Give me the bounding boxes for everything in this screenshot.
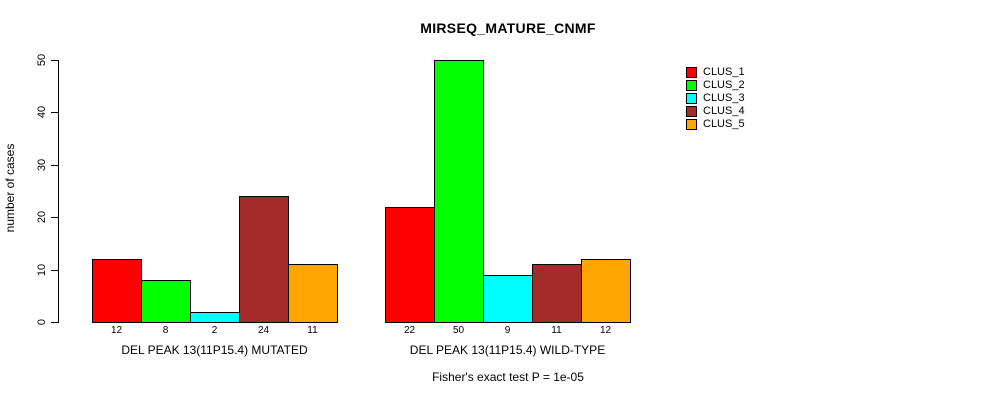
- bar-value-label: 8: [162, 325, 169, 336]
- bar-clus_3-group2: [483, 274, 533, 323]
- y-tick-label: 40: [36, 106, 48, 119]
- bar-clus_5-group1: [288, 264, 338, 323]
- y-tick-label: 20: [36, 211, 48, 224]
- bar-value-label: 12: [599, 325, 612, 336]
- y-tick-label: 0: [36, 318, 48, 326]
- legend-swatch-clus_1: [686, 67, 697, 78]
- legend-label-clus_1: CLUS_1: [703, 66, 745, 78]
- legend-label-clus_5: CLUS_5: [703, 118, 745, 130]
- bar-clus_1-group1: [92, 259, 142, 323]
- y-tick-label: 10: [36, 263, 48, 276]
- x-group-label-wildtype: DEL PEAK 13(11P15.4) WILD-TYPE: [409, 343, 606, 357]
- legend-label-clus_3: CLUS_3: [703, 92, 745, 104]
- bar-value-label: 50: [452, 325, 465, 336]
- y-axis-title: number of cases: [3, 143, 17, 233]
- y-tick-mark: [51, 164, 58, 166]
- legend-swatch-clus_4: [686, 106, 697, 117]
- bar-clus_5-group2: [581, 259, 631, 323]
- bar-clus_4-group2: [532, 264, 582, 323]
- bar-value-label: 2: [211, 325, 218, 336]
- legend-swatch-clus_5: [686, 119, 697, 130]
- bar-value-label: 11: [551, 325, 562, 336]
- fisher-test-annotation: Fisher's exact test P = 1e-05: [432, 370, 584, 384]
- legend-label-clus_2: CLUS_2: [703, 79, 745, 91]
- y-tick-mark: [51, 322, 58, 323]
- y-axis-line: [58, 60, 59, 323]
- y-tick-mark: [51, 60, 58, 61]
- legend-swatch-clus_2: [686, 80, 697, 91]
- bar-clus_2-group2: [434, 60, 484, 323]
- y-tick-label: 30: [36, 158, 48, 171]
- bar-clus_4-group1: [239, 196, 289, 323]
- bar-value-label: 11: [307, 325, 318, 336]
- y-tick-mark: [51, 217, 58, 219]
- x-group-label-mutated: DEL PEAK 13(11P15.4) MUTATED: [121, 343, 308, 357]
- y-tick-mark: [51, 112, 58, 114]
- chart-title: MIRSEQ_MATURE_CNMF: [420, 20, 596, 36]
- bar-value-label: 24: [257, 325, 270, 336]
- y-tick-label: 50: [36, 53, 48, 67]
- bar-value-label: 9: [504, 325, 511, 336]
- y-tick-mark: [51, 269, 58, 271]
- legend-label-clus_4: CLUS_4: [703, 105, 745, 117]
- legend-swatch-clus_3: [686, 93, 697, 104]
- bar-value-label: 12: [110, 325, 123, 336]
- bar-clus_3-group1: [190, 311, 240, 323]
- bar-clus_1-group2: [385, 206, 435, 323]
- bar-clus_2-group1: [141, 280, 191, 323]
- bar-value-label: 22: [403, 325, 416, 336]
